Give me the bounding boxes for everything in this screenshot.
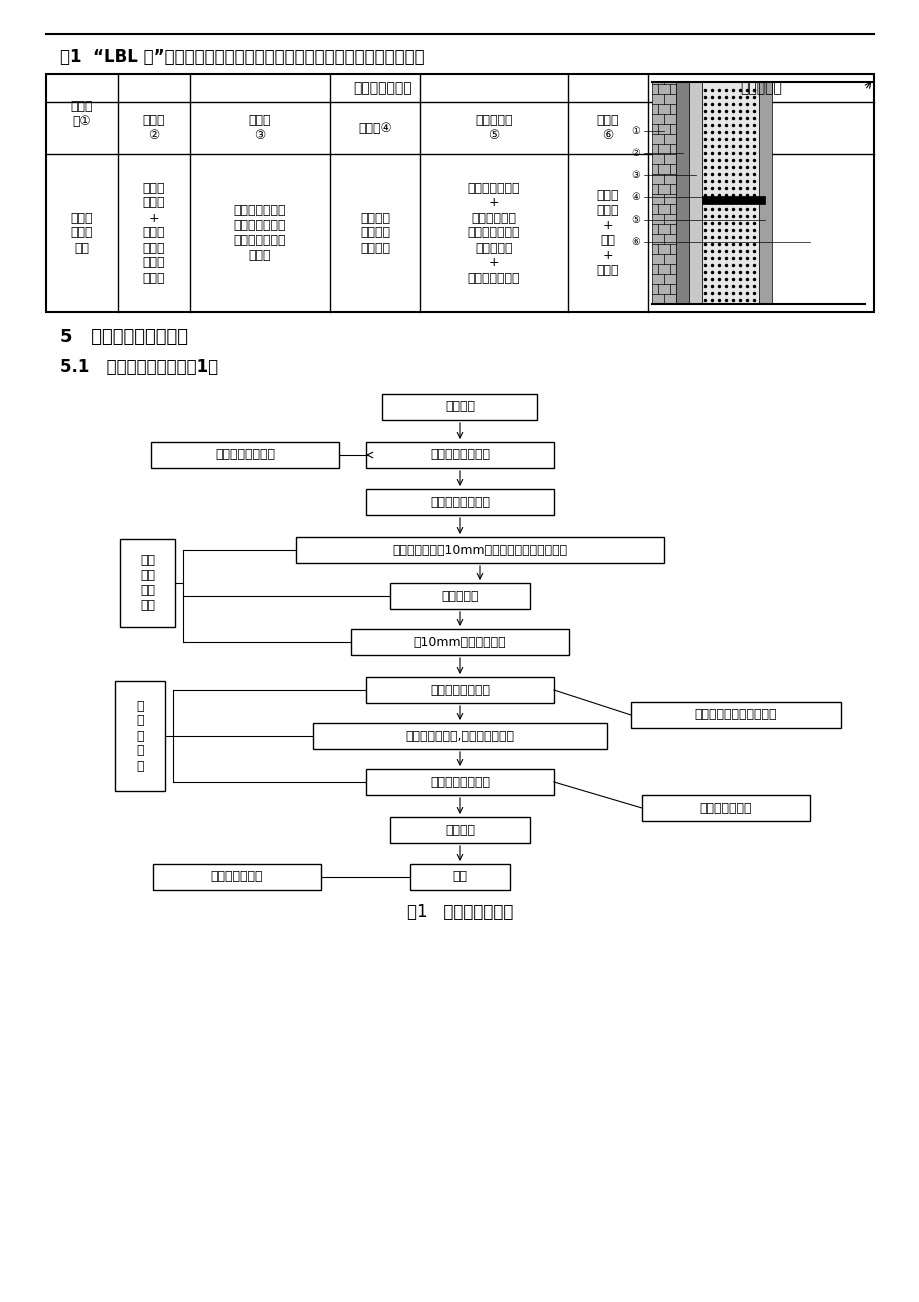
Text: 吐垂线、弹控制线: 吐垂线、弹控制线: [429, 496, 490, 509]
Bar: [153, 865, 321, 891]
Bar: [390, 583, 529, 609]
Text: 粘贴面砖: 粘贴面砖: [445, 823, 474, 836]
Text: ③: ③: [631, 171, 640, 180]
Text: 配制基层界面沙浆: 配制基层界面沙浆: [215, 448, 275, 461]
Text: 粘结层
②: 粘结层 ②: [142, 115, 165, 142]
Bar: [701, 82, 758, 303]
Text: 锂网展平、裁剪等预处理: 锂网展平、裁剪等预处理: [694, 708, 777, 721]
Bar: [366, 490, 553, 516]
Text: 表1  “LBL 型”胶粉聚苯颗粒贴砂聚苯板外墙外保温系统面砖饰面基村构造: 表1 “LBL 型”胶粉聚苯颗粒贴砂聚苯板外墙外保温系统面砖饰面基村构造: [60, 48, 425, 66]
Bar: [390, 816, 529, 842]
Text: 基层处理: 基层处理: [445, 401, 474, 414]
Bar: [652, 82, 675, 303]
Bar: [675, 82, 688, 303]
Text: ⑥: ⑥: [631, 237, 640, 247]
Text: 胶粉聚苯
颗粒粘结
找平浆料: 胶粉聚苯 颗粒粘结 找平浆料: [359, 211, 390, 254]
Text: ④: ④: [631, 193, 640, 202]
Bar: [641, 796, 809, 822]
Bar: [312, 723, 607, 749]
Text: 抜第一遗抗裂沙浆: 抜第一遗抗裂沙浆: [429, 684, 490, 697]
Text: 喷刷基层界面沙浆: 喷刷基层界面沙浆: [429, 448, 490, 461]
Text: 基层墙
体①: 基层墙 体①: [71, 100, 93, 128]
Text: 系统的基本构造: 系统的基本构造: [353, 81, 412, 95]
Text: 图1   施工工艺流程图: 图1 施工工艺流程图: [406, 904, 513, 921]
Bar: [115, 681, 165, 792]
Text: 做饼、冲筋: 做饼、冲筋: [441, 590, 478, 603]
Bar: [771, 82, 847, 303]
Bar: [701, 197, 765, 204]
Text: 配制
粘结
找平
沙浆: 配制 粘结 找平 沙浆: [141, 553, 155, 612]
Text: 勾缝: 勾缝: [452, 871, 467, 884]
Bar: [382, 395, 537, 421]
Text: ①: ①: [631, 126, 640, 135]
Text: 5   施工工艺流程及要点: 5 施工工艺流程及要点: [60, 328, 187, 346]
Text: 混凝土
墙或砂
体墙: 混凝土 墙或砂 体墙: [71, 211, 93, 254]
Bar: [366, 441, 553, 467]
Text: 配面砖粘结沙浆: 配面砖粘结沙浆: [699, 802, 752, 815]
Text: 配面砖勾缝沙浆: 配面砖勾缝沙浆: [210, 871, 263, 884]
Text: 饰面层
⑥: 饰面层 ⑥: [596, 115, 618, 142]
Bar: [151, 441, 338, 467]
Text: ②: ②: [631, 148, 640, 158]
Text: 第一遗抗裂沙浆
+
热度锌锂丝网
（用尼龙胀栓与
基层锁固）
+
第二遗抗裂沙浆: 第一遗抗裂沙浆 + 热度锌锂丝网 （用尼龙胀栓与 基层锁固） + 第二遗抗裂沙浆: [467, 181, 519, 285]
Bar: [46, 74, 873, 312]
Bar: [296, 536, 664, 562]
Text: 保温层
③: 保温层 ③: [248, 115, 271, 142]
Text: 配
抗
裂
沙
浆: 配 抗 裂 沙 浆: [136, 699, 143, 772]
Text: 抖10mm粘结找平浆料: 抖10mm粘结找平浆料: [414, 635, 505, 648]
Text: 贴砂聚苯板，疖10mm板缝用碰头灰挤满、划平: 贴砂聚苯板，疖10mm板缝用碰头灰挤满、划平: [392, 543, 567, 556]
Text: 5.1   施工工艺流程（见图1）: 5.1 施工工艺流程（见图1）: [60, 358, 218, 376]
Bar: [351, 629, 568, 655]
Text: 鋺钉热度锌锂网,用尼龙胀栓锁固: 鋺钉热度锌锂网,用尼龙胀栓锁固: [405, 729, 514, 742]
Text: 面砖粘
结沙浆
+
面砖
+
勾缝料: 面砖粘 结沙浆 + 面砖 + 勾缝料: [596, 189, 618, 277]
Text: 基层界
面沙浆
+
胶粉聚
苯颗粒
粘结找
平浆料: 基层界 面沙浆 + 胶粉聚 苯颗粒 粘结找 平浆料: [142, 181, 165, 285]
Text: 抜第二遗抗裂沙浆: 抜第二遗抗裂沙浆: [429, 776, 490, 789]
Bar: [366, 769, 553, 796]
Text: 经聚苯板界面沙
浆处理的双孔保
温板、单面开有
梯形槽: 经聚苯板界面沙 浆处理的双孔保 温板、单面开有 梯形槽: [233, 204, 286, 262]
Bar: [410, 865, 509, 891]
Bar: [120, 539, 176, 628]
Text: 抗裂防护层
⑤: 抗裂防护层 ⑤: [475, 115, 512, 142]
Text: 构造示意图: 构造示意图: [739, 81, 781, 95]
Bar: [688, 82, 701, 303]
Bar: [758, 82, 771, 303]
Bar: [630, 702, 840, 728]
Text: 找平层④: 找平层④: [357, 121, 391, 134]
Text: ⑤: ⑤: [631, 215, 640, 225]
Bar: [366, 677, 553, 703]
